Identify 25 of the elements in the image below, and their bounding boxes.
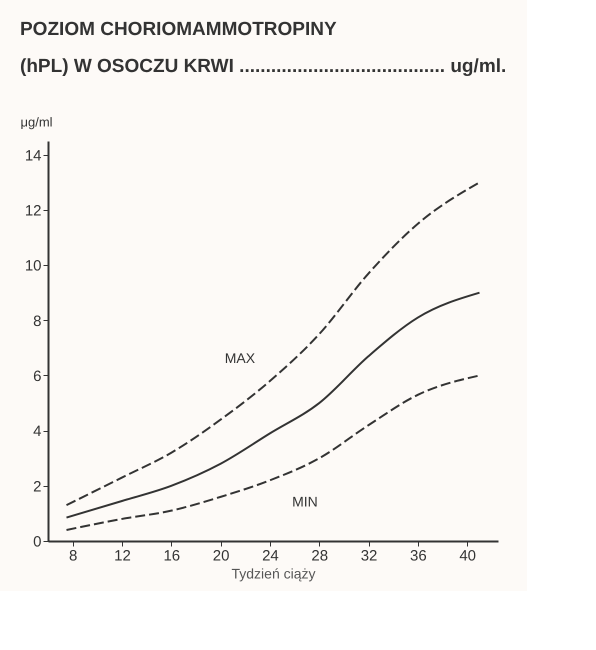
x-tick-label: 32 (360, 548, 378, 564)
series-label: MAX (224, 350, 256, 366)
x-tick-label: 16 (163, 548, 180, 564)
x-tick-label: 8 (68, 548, 78, 564)
y-tick-label: 2 (33, 478, 42, 496)
y-tick-label: 12 (24, 202, 42, 220)
x-tick-label: 12 (114, 548, 131, 564)
x-tick-label: 28 (311, 548, 328, 564)
x-tick-label: 36 (410, 548, 427, 564)
y-tick-label: 0 (33, 534, 42, 550)
y-tick-label: 6 (33, 368, 42, 385)
x-tick-label: 40 (459, 548, 476, 564)
x-tick-label: 20 (212, 548, 230, 564)
chart-subtitle: (hPL) W OSOCZU KRWI ....................................... ug/ml. (20, 56, 506, 77)
y-tick-label: 14 (24, 147, 42, 164)
y-tick-label: 8 (33, 312, 42, 330)
x-tick-label: 24 (262, 548, 279, 564)
chart-title: POZIOM CHORIOMAMMOTROPINY (20, 19, 337, 40)
x-axis-title: Tydzień ciąży (231, 566, 316, 582)
line-series (65, 292, 481, 519)
y-tick-label: 10 (24, 258, 42, 275)
line-series (65, 181, 481, 506)
y-axis-title: μg/ml (20, 114, 53, 130)
y-tick-label: 4 (33, 423, 42, 440)
series-label: MIN (292, 493, 318, 510)
